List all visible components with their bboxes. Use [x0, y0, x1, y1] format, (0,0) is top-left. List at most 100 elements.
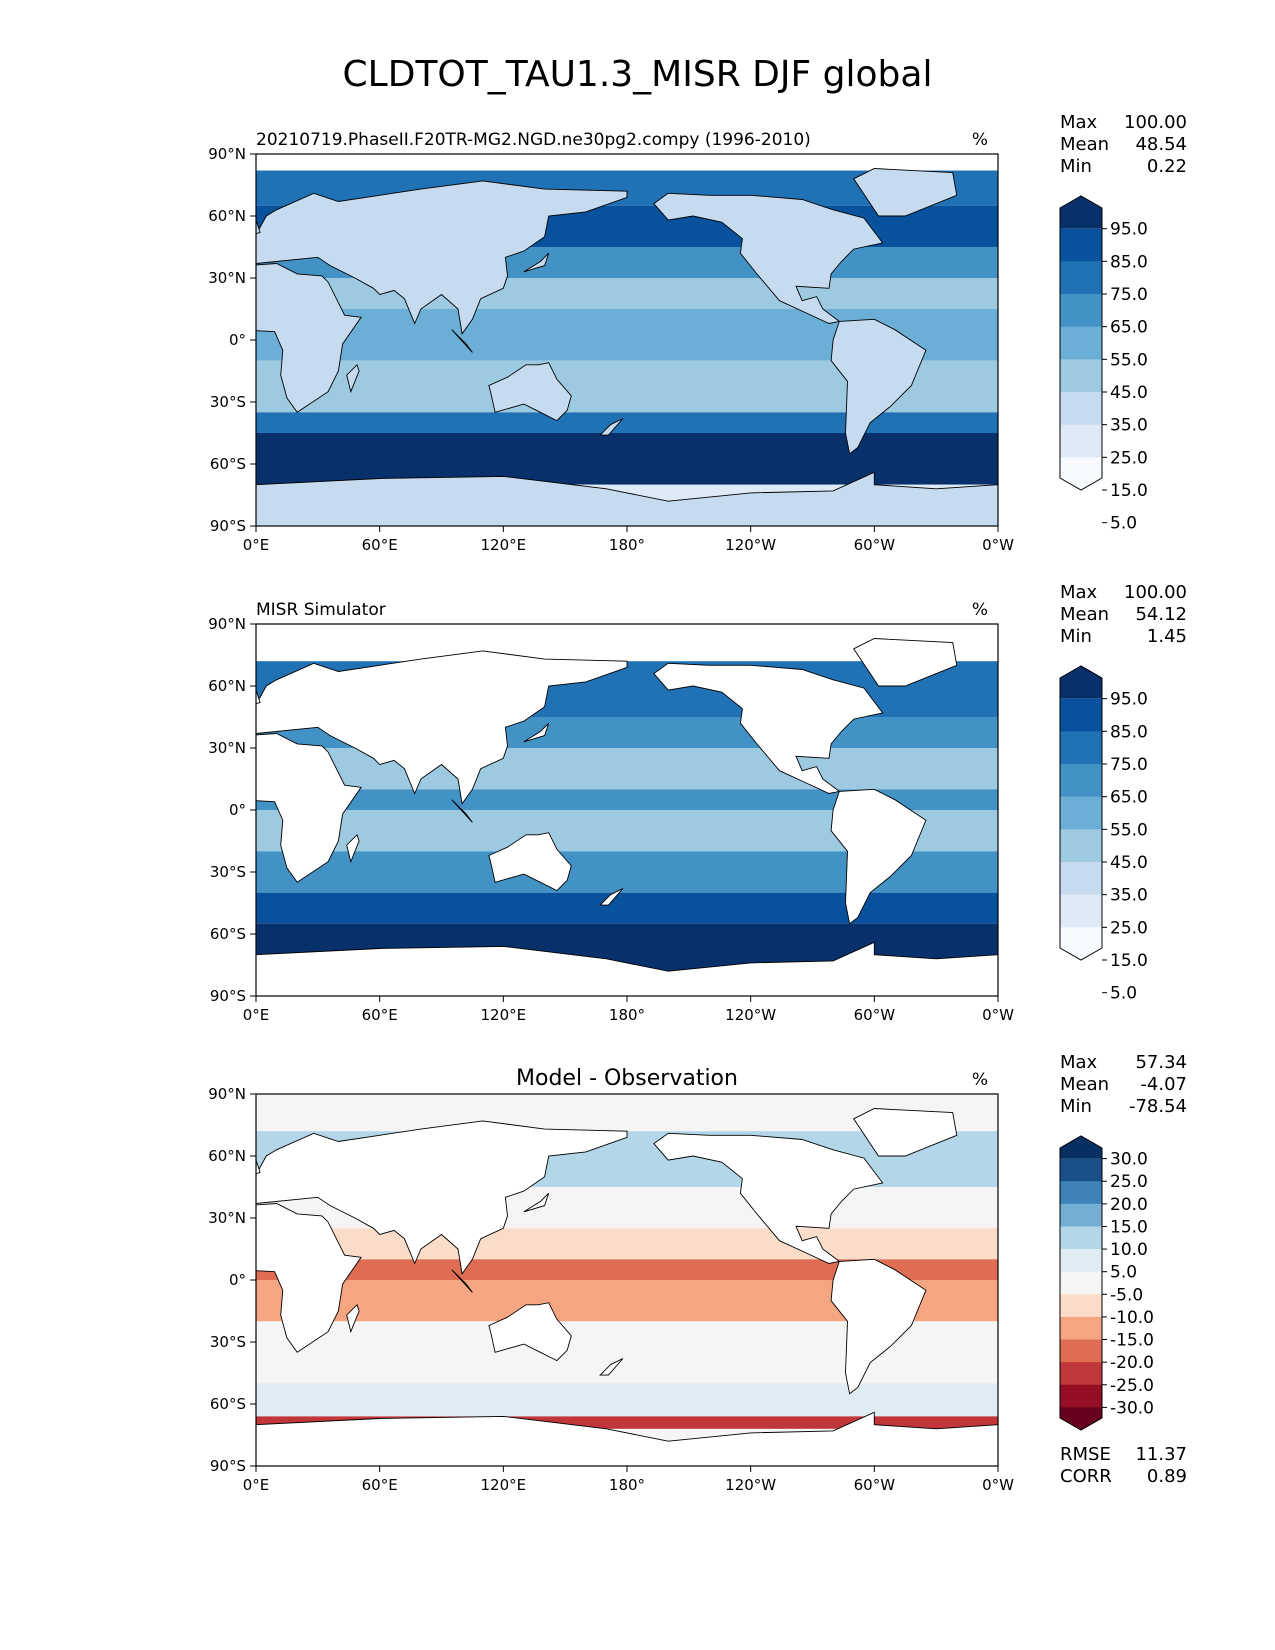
coastline [830, 1258, 927, 1395]
colorbar-tick-label: 5.0 [1110, 1263, 1137, 1283]
colorbar-tick-label: -5.0 [1110, 1285, 1143, 1305]
lat-tick-label: 90°N [208, 145, 246, 163]
colorbar-segment [1060, 731, 1102, 765]
lat-tick-label: 60°S [210, 1395, 246, 1413]
lon-tick-label: 180° [609, 1476, 645, 1494]
coastline [653, 662, 884, 794]
field-layer [256, 1094, 998, 1466]
lon-tick-label: 60°E [362, 536, 398, 554]
coastline [488, 1302, 572, 1362]
colorbar-segment [1060, 1271, 1102, 1295]
colorbar-tick-label: 65.0 [1110, 318, 1148, 338]
coastline [653, 1132, 884, 1264]
colorbar-tick-label: 45.0 [1110, 853, 1148, 873]
lon-tick-label: 0°W [982, 1006, 1014, 1024]
stat-label: Min [1060, 1096, 1092, 1117]
lat-tick-label: 60°N [208, 1147, 246, 1165]
coastline [599, 418, 624, 436]
colorbar-tick-label: 85.0 [1110, 722, 1148, 742]
colorbar-segment [1060, 196, 1102, 229]
coastline [256, 1159, 261, 1175]
colorbar-tick-label: 65.0 [1110, 788, 1148, 808]
field-band [256, 1259, 998, 1280]
stat-label: Max [1060, 1052, 1098, 1073]
stat-label: Mean [1060, 1074, 1109, 1095]
lat-tick-label: 30°S [210, 1333, 246, 1351]
colorbar-segment [1060, 228, 1102, 262]
lon-tick-label: 120°W [725, 1006, 776, 1024]
colorbar-tick-label: 55.0 [1110, 820, 1148, 840]
coastline [256, 1411, 998, 1466]
field-band [256, 1383, 998, 1417]
colorbar-segment [1060, 261, 1102, 295]
coastline [346, 833, 360, 864]
coastline [256, 941, 998, 996]
metric-value: 0.89 [1147, 1466, 1187, 1487]
colorbar-segment [1060, 1226, 1102, 1250]
panel-title: MISR Simulator [256, 600, 386, 620]
field-band [256, 1228, 998, 1260]
coastline [346, 363, 360, 394]
coastline [653, 192, 884, 324]
coastline [256, 1120, 628, 1275]
field-band [256, 433, 998, 485]
colorbar: 30.025.0 20.015.0 10.0 5.0-5.0 -10.0 -15.0-20… [1059, 1135, 1154, 1431]
stat-value: 57.34 [1135, 1052, 1187, 1073]
coastline [256, 650, 628, 805]
lon-tick-label: 0°E [243, 536, 270, 554]
metric-label: RMSE [1060, 1444, 1111, 1465]
colorbar-segment [1060, 927, 1102, 960]
stat-label: Mean [1060, 604, 1109, 625]
colorbar-tick-label: 45.0 [1110, 383, 1148, 403]
colorbar-segment [1060, 1407, 1102, 1430]
colorbar-segment [1060, 894, 1102, 928]
lat-tick-label: 0° [229, 331, 246, 349]
colorbar-segment [1060, 666, 1102, 699]
coastline [451, 799, 473, 823]
colorbar-tick-label: 15.0 [1110, 951, 1148, 971]
lon-tick-label: 60°W [854, 536, 896, 554]
lon-tick-label: 0°E [243, 1006, 270, 1024]
coastline [488, 832, 572, 892]
lon-tick-label: 120°E [481, 1006, 527, 1024]
colorbar-tick-label: 25.0 [1110, 448, 1148, 468]
lat-tick-label: 30°S [210, 393, 246, 411]
colorbar-tick-label: 85.0 [1110, 252, 1148, 272]
colorbar-tick-label: 75.0 [1110, 755, 1148, 775]
stat-label: Max [1060, 112, 1098, 133]
lon-tick-label: 0°W [982, 1476, 1014, 1494]
coastline [599, 1358, 624, 1376]
stat-value: 48.54 [1135, 134, 1187, 155]
coastline [451, 329, 473, 353]
coastline [256, 733, 362, 883]
lat-tick-label: 90°S [210, 1457, 246, 1475]
coastline [346, 1303, 360, 1334]
colorbar-segment [1060, 392, 1102, 426]
colorbar-segment [1060, 424, 1102, 458]
coastline [853, 638, 958, 687]
stat-value: 100.00 [1124, 112, 1187, 133]
colorbar-segment [1060, 1203, 1102, 1227]
colorbar-segment [1060, 1249, 1102, 1273]
lon-tick-label: 60°W [854, 1476, 896, 1494]
lon-tick-label: 0°E [243, 1476, 270, 1494]
coastline [830, 788, 927, 925]
colorbar-segment [1060, 326, 1102, 360]
colorbar-segment [1060, 829, 1102, 863]
lon-tick-label: 0°W [982, 536, 1014, 554]
coastline [853, 168, 958, 217]
colorbar: 95.0 85.0 75.0 65.0 55.0 45.0 35.0 25.0 15.0 5.0 [1059, 665, 1148, 1004]
lat-tick-label: 0° [229, 1271, 246, 1289]
colorbar-segment [1060, 294, 1102, 328]
stat-value: 54.12 [1135, 604, 1187, 625]
coastline [488, 362, 572, 422]
lon-tick-label: 120°E [481, 1476, 527, 1494]
lon-tick-label: 120°E [481, 536, 527, 554]
colorbar-segment [1060, 862, 1102, 896]
colorbar-tick-label: 30.0 [1110, 1150, 1148, 1170]
stat-value: -4.07 [1140, 1074, 1187, 1095]
map-panel-1: 90°N 60°N 30°N 0° 30°S 60°S 90°S0°E 60°E 120°E 18… [208, 112, 1187, 554]
colorbar-tick-label: 35.0 [1110, 886, 1148, 906]
lon-tick-label: 60°E [362, 1006, 398, 1024]
